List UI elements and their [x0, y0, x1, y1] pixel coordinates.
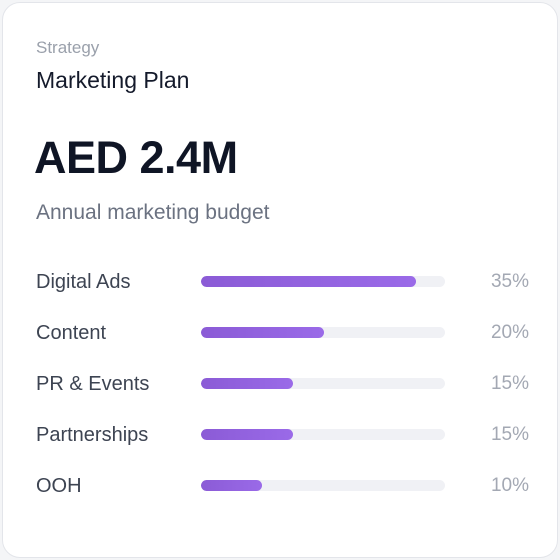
card-eyebrow: Strategy	[36, 38, 100, 57]
progress-track	[201, 429, 445, 440]
breakdown-row-digital-ads: Digital Ads 35%	[36, 265, 531, 316]
progress-fill	[201, 276, 416, 287]
progress-track	[201, 327, 445, 338]
row-percent: 20%	[490, 322, 529, 343]
row-label: Partnerships	[36, 424, 149, 446]
progress-fill	[201, 429, 294, 440]
breakdown-row-partnerships: Partnerships 15%	[36, 418, 531, 469]
row-label: Digital Ads	[36, 271, 131, 293]
progress-fill	[201, 378, 294, 389]
progress-track	[201, 276, 445, 287]
row-label: PR & Events	[36, 373, 150, 395]
progress-track	[201, 378, 445, 389]
progress-fill	[201, 327, 324, 338]
breakdown-row-ooh: OOH 10%	[36, 469, 531, 520]
row-percent: 15%	[490, 424, 529, 445]
breakdown-row-content: Content 20%	[36, 316, 531, 367]
breakdown-row-pr-events: PR & Events 15%	[36, 367, 531, 418]
row-percent: 15%	[490, 373, 529, 394]
row-percent: 10%	[490, 475, 529, 496]
card-title: Marketing Plan	[36, 67, 190, 93]
budget-value: AED 2.4M	[34, 132, 238, 183]
row-label: Content	[36, 322, 107, 344]
row-label: OOH	[36, 475, 82, 497]
progress-track	[201, 480, 445, 491]
budget-breakdown-list: Digital Ads 35% Content 20% PR & Events …	[36, 265, 531, 520]
row-percent: 35%	[490, 271, 529, 292]
budget-subtitle: Annual marketing budget	[36, 201, 270, 224]
progress-fill	[201, 480, 263, 491]
